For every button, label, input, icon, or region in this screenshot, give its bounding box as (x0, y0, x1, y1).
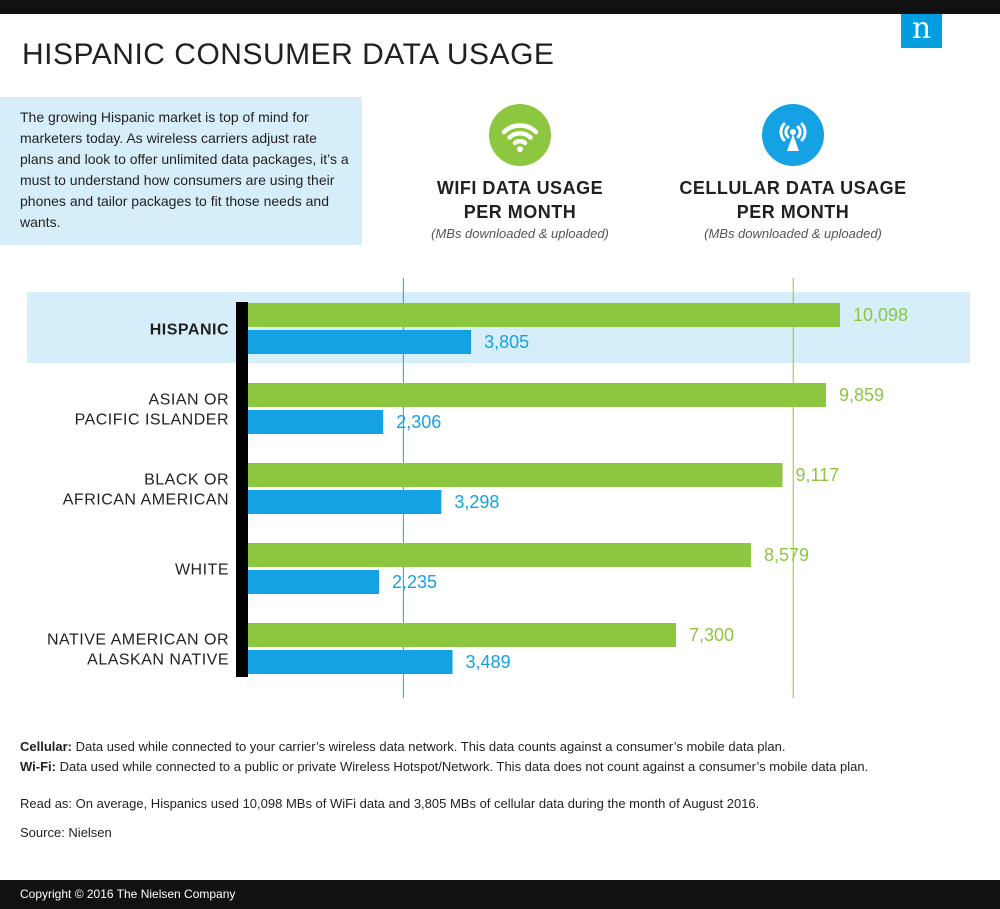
cellular-bar (248, 650, 453, 674)
cellular-bar (248, 330, 472, 354)
category-label: PACIFIC ISLANDER (75, 412, 229, 429)
wifi-bar (248, 623, 676, 647)
wifi-value-label: 10,098 (853, 305, 908, 325)
wifi-value-label: 9,859 (839, 385, 884, 405)
y-axis-bar (236, 302, 248, 677)
wifi-value-label: 7,300 (689, 625, 734, 645)
top-bar (0, 0, 1000, 14)
cellular-value-label: 2,235 (392, 572, 437, 592)
bar-chart: 10,098 3,805 HISPANIC 9,859 2,306 ASIAN OR PAC… (27, 278, 970, 698)
cellular-definition-text: Data used while connected to your carrie… (72, 739, 786, 754)
category-label: NATIVE AMERICAN OR (47, 632, 229, 649)
wifi-title-line1: WIFI DATA USAGE (436, 178, 604, 198)
category-label: ASIAN OR (149, 392, 229, 409)
category-label: AFRICAN AMERICAN (63, 492, 229, 509)
cellular-value-label: 3,805 (484, 332, 529, 352)
category-label: BLACK OR (144, 472, 229, 489)
category-label: WHITE (175, 562, 229, 579)
cellular-value-label: 3,298 (454, 492, 499, 512)
cellular-tower-icon (762, 104, 824, 166)
wifi-bar (248, 303, 840, 327)
nielsen-logo: n (901, 14, 942, 48)
cellular-title-line1: CELLULAR DATA USAGE (679, 178, 907, 198)
cellular-value-label: 3,489 (466, 652, 511, 672)
wifi-bar (248, 463, 783, 487)
footer-bar: Copyright © 2016 The Nielsen Company (0, 880, 1000, 909)
wifi-icon (489, 104, 551, 166)
cellular-bar (248, 570, 380, 594)
cellular-title-line2: PER MONTH (736, 202, 850, 222)
category-label: ALASKAN NATIVE (87, 652, 229, 669)
page-title: HISPANIC CONSUMER DATA USAGE (22, 38, 555, 71)
intro-box: The growing Hispanic market is top of mi… (0, 97, 362, 245)
copyright-text: Copyright © 2016 The Nielsen Company (20, 887, 236, 901)
cellular-definition-label: Cellular: (20, 739, 73, 754)
wifi-legend-title: WIFI DATA USAGE PER MONTH (380, 176, 660, 224)
definitions: Cellular: Data used while connected to y… (20, 737, 990, 777)
read-as-note: Read as: On average, Hispanics used 10,0… (20, 796, 760, 811)
cellular-legend-subtitle: (MBs downloaded & uploaded) (704, 226, 882, 241)
category-label: HISPANIC (150, 322, 229, 339)
wifi-value-label: 8,579 (764, 545, 809, 565)
wifi-bar (248, 383, 826, 407)
intro-text: The growing Hispanic market is top of mi… (20, 109, 349, 230)
source-note: Source: Nielsen (20, 825, 112, 840)
wifi-definition-text: Data used while connected to a public or… (55, 759, 869, 774)
cellular-value-label: 2,306 (396, 412, 441, 432)
wifi-bar (248, 543, 751, 567)
wifi-title-line2: PER MONTH (463, 202, 577, 222)
cellular-bar (248, 410, 384, 434)
wifi-value-label: 9,117 (795, 465, 839, 485)
wifi-definition: Wi-Fi: Data used while connected to a pu… (20, 757, 990, 777)
wifi-legend-subtitle: (MBs downloaded & uploaded) (431, 226, 609, 241)
cellular-definition: Cellular: Data used while connected to y… (20, 737, 990, 757)
logo-letter: n (911, 11, 932, 46)
cellular-bar (248, 490, 442, 514)
wifi-definition-label: Wi-Fi: (20, 759, 56, 774)
cellular-legend-title: CELLULAR DATA USAGE PER MONTH (653, 176, 933, 224)
